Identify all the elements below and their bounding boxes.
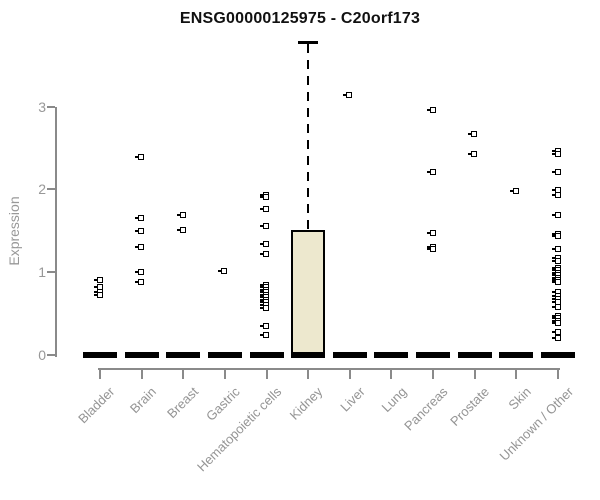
y-tick xyxy=(47,354,55,356)
x-tick-label-prostate: Prostate xyxy=(447,384,493,429)
outlier-point xyxy=(426,246,436,253)
y-tick xyxy=(47,271,55,274)
x-tick xyxy=(307,370,310,379)
x-axis-line xyxy=(98,368,561,370)
outlier-point xyxy=(551,151,561,158)
x-tick-label-bladder: Bladder xyxy=(75,384,118,427)
outlier-point xyxy=(426,107,436,114)
outlier-point xyxy=(135,228,145,235)
outlier-point xyxy=(551,169,561,176)
y-tick xyxy=(47,105,55,108)
outlier-point xyxy=(551,191,561,198)
x-tick-label-unknown-other: Unknown / Other xyxy=(496,384,576,464)
outlier-point xyxy=(551,246,561,253)
y-tick-label: 1 xyxy=(38,264,46,281)
outlier-point xyxy=(551,211,561,218)
outlier-point xyxy=(260,331,270,338)
outlier-point xyxy=(426,168,436,175)
x-tick xyxy=(557,370,560,379)
whisker-kidney xyxy=(307,44,310,230)
median-bar-breast xyxy=(166,352,201,358)
x-tick xyxy=(515,370,518,379)
box-kidney xyxy=(291,230,326,356)
outlier-point xyxy=(551,257,561,264)
outlier-point xyxy=(260,250,270,257)
outlier-point xyxy=(218,267,228,274)
outlier-point xyxy=(176,211,186,218)
x-tick-label-lung: Lung xyxy=(378,384,410,416)
outlier-point xyxy=(426,229,436,236)
outlier-point xyxy=(260,194,270,201)
outlier-point xyxy=(343,92,353,99)
whisker-cap-kidney xyxy=(298,41,319,45)
outlier-point xyxy=(260,305,270,312)
x-tick-label-liver: Liver xyxy=(336,384,368,415)
x-tick-label-brain: Brain xyxy=(127,384,160,417)
outlier-point xyxy=(135,278,145,285)
outlier-point xyxy=(260,323,270,330)
outlier-point xyxy=(551,329,561,336)
median-bar-kidney xyxy=(291,352,326,358)
median-bar-prostate xyxy=(457,352,492,358)
outlier-point xyxy=(260,240,270,247)
outlier-point xyxy=(468,131,478,138)
y-tick-label: 2 xyxy=(38,181,46,198)
x-tick xyxy=(182,370,185,379)
x-tick xyxy=(348,370,351,379)
median-bar-gastric xyxy=(207,352,242,358)
outlier-point xyxy=(135,214,145,221)
median-bar-brain xyxy=(124,352,159,358)
outlier-point xyxy=(135,153,145,160)
x-tick-label-breast: Breast xyxy=(163,384,201,422)
y-tick-label: 0 xyxy=(38,347,46,363)
x-tick xyxy=(99,370,101,379)
x-tick-label-pancreas: Pancreas xyxy=(401,384,451,434)
outlier-point xyxy=(176,227,186,234)
outlier-point xyxy=(93,283,103,290)
x-tick xyxy=(432,370,435,379)
x-tick-label-gastric: Gastric xyxy=(202,384,243,424)
outlier-point xyxy=(93,291,103,298)
outlier-point xyxy=(93,277,103,283)
outlier-point xyxy=(551,233,561,240)
x-tick xyxy=(223,370,226,379)
outlier-point xyxy=(260,223,270,230)
median-bar-hematopoietic-cells xyxy=(249,352,284,358)
outlier-point xyxy=(135,268,145,275)
x-tick-label-skin: Skin xyxy=(505,384,535,413)
outlier-point xyxy=(551,279,561,286)
median-bar-lung xyxy=(374,352,409,358)
outlier-point xyxy=(468,151,478,158)
median-bar-pancreas xyxy=(416,352,451,358)
outlier-point xyxy=(551,304,561,311)
x-tick xyxy=(140,370,143,379)
chart-title: ENSG00000125975 - C20orf173 xyxy=(179,10,421,27)
outlier-point xyxy=(551,320,561,327)
x-tick xyxy=(390,370,393,379)
outlier-point xyxy=(509,188,519,195)
outlier-point xyxy=(260,205,270,212)
median-bar-liver xyxy=(332,352,367,358)
median-bar-bladder xyxy=(83,352,117,358)
x-tick xyxy=(265,370,268,379)
x-tick xyxy=(473,370,476,379)
outlier-point xyxy=(135,243,145,250)
median-bar-skin xyxy=(499,352,534,358)
median-bar-unknown-other xyxy=(541,352,576,358)
outlier-point xyxy=(551,334,561,341)
y-axis-line xyxy=(55,106,57,357)
y-tick-label: 3 xyxy=(38,98,46,115)
y-tick xyxy=(47,188,55,191)
x-tick-label-kidney: Kidney xyxy=(287,384,326,423)
